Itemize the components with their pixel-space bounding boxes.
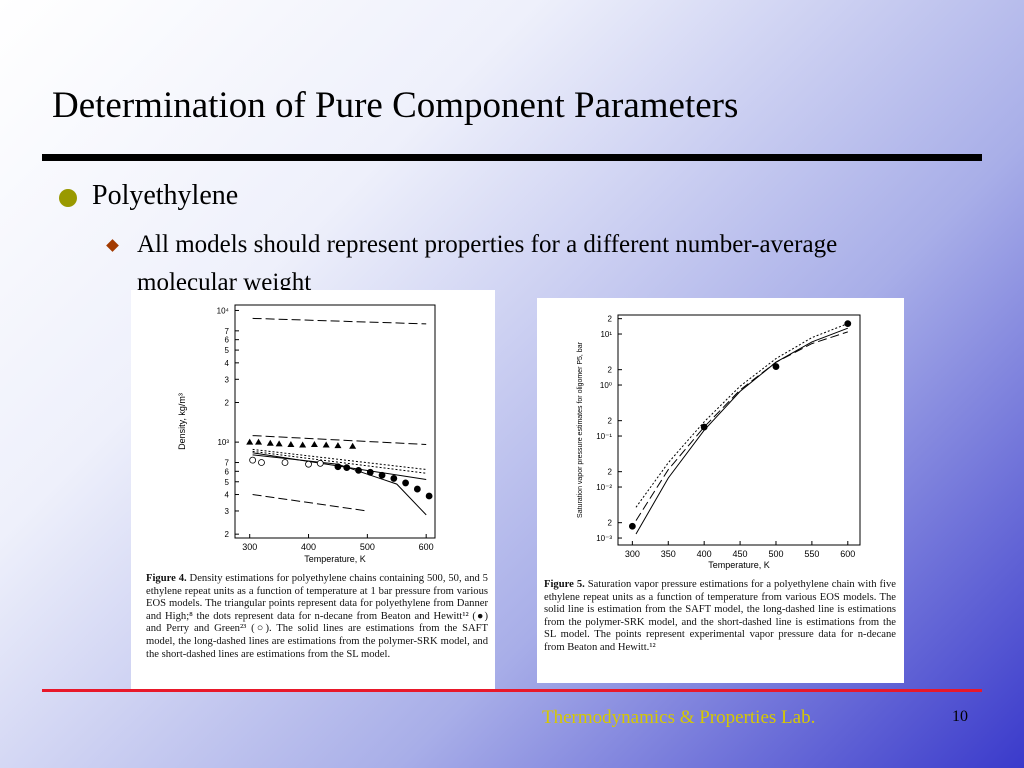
y-tick-label: 2 [225,530,230,539]
y-tick-label: 2 [608,519,613,528]
x-axis-label: Temperature, K [304,554,366,564]
bullet-text: Polyethylene [92,180,239,211]
plot-frame [234,304,436,539]
data-point [258,459,265,466]
data-point [413,485,421,493]
caption-text: Saturation vapor pressure estimations fo… [544,579,896,653]
figure-caption: Figure 5. Saturation vapor pressure esti… [544,579,896,655]
data-point [628,522,636,530]
y-tick-label: 2 [608,315,613,324]
x-tick-label: 500 [360,542,375,552]
y-tick-label: 10⁰ [600,381,612,390]
model-line [252,454,427,516]
data-point [334,463,342,471]
model-line [252,450,427,474]
y-tick-label: 4 [225,491,230,500]
y-tick-label: 7 [225,327,230,336]
footer-rule [42,689,982,692]
y-tick-label: 10⁴ [217,306,230,315]
x-tick-label: 400 [301,542,316,552]
data-point [287,440,295,447]
figure-panel [537,298,904,683]
data-point [390,475,398,482]
data-point [316,459,324,467]
data-point [355,466,362,474]
x-tick-label: 300 [242,542,257,552]
data-point [281,459,289,466]
y-tick-label: 5 [225,478,230,487]
x-tick-label: 600 [840,549,855,559]
x-tick-label: 350 [661,549,676,559]
data-point [299,441,307,448]
data-point [700,423,708,431]
plot-frame [617,314,861,546]
page-number: 10 [952,708,968,725]
title-rule [42,154,982,161]
y-tick-label: 10¹ [600,330,612,339]
data-point [305,460,312,468]
y-tick-label: 6 [225,467,230,476]
x-tick-label: 500 [768,549,783,559]
figure-caption: Figure 4. Density estimations for polyet… [146,573,488,661]
bullet-dot [59,189,77,207]
y-tick-label: 2 [608,468,613,477]
y-tick-label: 10³ [217,438,229,447]
data-point [322,441,330,448]
x-tick-label: 550 [804,549,819,559]
y-tick-label: 7 [225,459,230,468]
data-point [249,456,257,464]
data-point [343,464,351,472]
y-tick-label: 10⁻² [596,483,612,492]
caption-text: Density estimations for polyethylene cha… [146,573,488,660]
x-axis-label: Temperature, K [708,560,770,570]
data-point [266,439,274,446]
data-point [349,442,357,449]
x-tick-label: 600 [419,542,434,552]
y-tick-label: 10⁻¹ [596,432,612,441]
model-line [252,435,427,445]
model-line [252,494,368,512]
data-point [402,479,409,487]
y-tick-label: 4 [225,359,230,368]
data-point [772,363,780,370]
slide-title: Determination of Pure Component Paramete… [52,85,739,126]
data-point [255,438,263,445]
footer-lab: Thermodynamics & Properties Lab. [542,707,816,728]
y-tick-label: 2 [608,366,613,375]
model-line [635,323,848,508]
y-axis-label: Saturation vapor pressure estimates for … [577,341,584,518]
y-tick-label: 6 [225,336,230,345]
y-tick-label: 3 [225,375,230,384]
y-tick-label: 10⁻³ [596,534,612,543]
y-tick-label: 3 [225,507,230,516]
y-tick-label: 5 [225,346,230,355]
x-tick-label: 300 [625,549,640,559]
y-axis-label: Density, kg/m³ [177,393,187,450]
model-line [252,448,427,470]
data-point [425,492,433,500]
caption-label: Figure 5. [544,579,585,590]
data-point [334,442,342,449]
x-tick-label: 400 [697,549,712,559]
data-point [246,438,254,445]
x-tick-label: 450 [733,549,748,559]
data-point [844,320,852,328]
y-tick-label: 2 [225,398,230,407]
model-line [635,327,848,535]
y-tick-label: 2 [608,417,613,426]
model-line [252,317,427,325]
model-line [635,331,848,521]
data-point [275,440,283,447]
data-point [366,468,374,476]
caption-label: Figure 4. [146,573,187,584]
data-point [310,440,318,447]
data-point [378,471,386,479]
figure-panel [131,290,495,690]
